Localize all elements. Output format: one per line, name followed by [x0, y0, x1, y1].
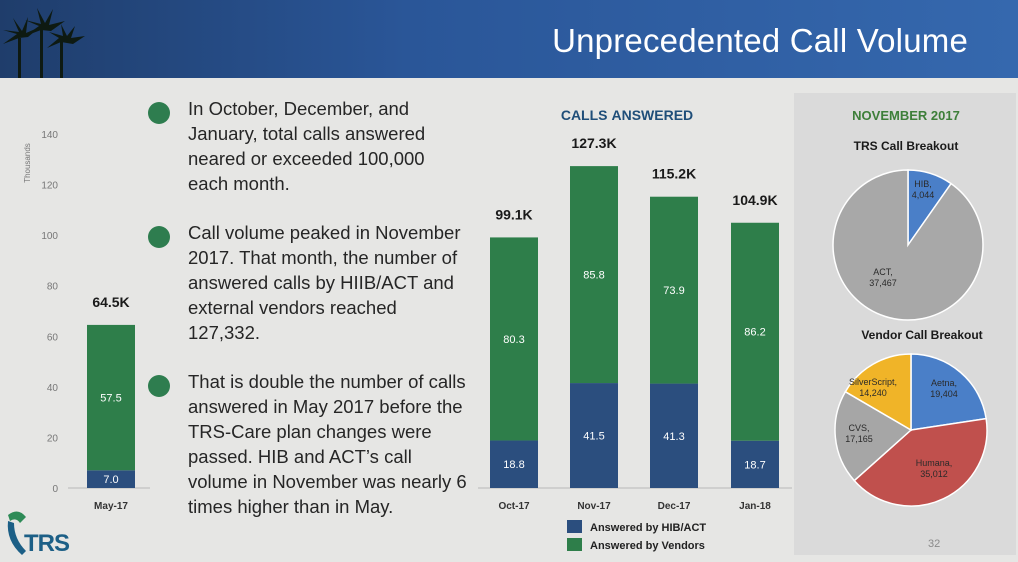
bar-segment: [87, 324, 135, 471]
bar-value-label: 57.5: [100, 393, 121, 405]
x-tick-label: May-17: [94, 501, 128, 512]
bar-segment: [731, 222, 779, 441]
pie-title: Vendor Call Breakout: [861, 328, 982, 342]
palm-trees-icon: [3, 8, 85, 78]
bar-total-label: 115.2K: [652, 166, 696, 182]
bar-segment: [650, 196, 698, 384]
x-tick-label: Jan-18: [739, 501, 771, 512]
y-tick-label: 140: [41, 130, 58, 141]
vendor-pie-slice: [844, 353, 912, 432]
y-tick-label: 0: [52, 484, 58, 495]
vendor-pie-slice: [910, 353, 987, 431]
pie-title: TRS Call Breakout: [854, 139, 959, 153]
bullet-item: In October, December, and January, total…: [148, 96, 468, 196]
bullet-dot-icon: [148, 102, 170, 124]
legend-swatch: [567, 520, 582, 533]
bar-segment: [731, 440, 779, 488]
vendor-pie-slice: [853, 417, 988, 507]
y-tick-label: 80: [47, 282, 59, 293]
bar-total-label: 104.9K: [732, 192, 777, 208]
bar-segment: [570, 166, 618, 384]
bar-value-label: 18.8: [503, 459, 524, 471]
bar-value-label: 7.0: [103, 474, 118, 486]
bar-segment: [570, 383, 618, 488]
vendor-pie-slice-name: Humana,: [916, 458, 953, 468]
bullet-dot-icon: [148, 375, 170, 397]
bar-value-label: 73.9: [663, 285, 684, 297]
vendor-pie-slice-value: 14,240: [859, 388, 887, 398]
x-tick-label: Oct-17: [498, 501, 530, 512]
vendor-pie-slice-name: Aetna,: [931, 378, 957, 388]
trs-pie-slice-value: 37,467: [869, 278, 897, 288]
bullet-item: That is double the number of calls answe…: [148, 369, 468, 519]
bar-value-label: 41.3: [663, 431, 684, 443]
slide-title: Unprecedented Call Volume: [552, 22, 968, 59]
logo-text: TRS: [24, 530, 70, 557]
bar-segment: [87, 470, 135, 488]
bar-segment: [490, 440, 538, 488]
trs-pie-slice-name: HIB,: [914, 179, 932, 189]
trs-pie-slice: [832, 169, 984, 321]
x-tick-label: Nov-17: [577, 501, 611, 512]
y-tick-label: 100: [41, 231, 58, 242]
legend-swatch: [567, 538, 582, 551]
bar-segment: [490, 237, 538, 441]
bar-value-label: 86.2: [744, 327, 765, 339]
y-tick-label: 20: [47, 433, 59, 444]
bullet-text: In October, December, and January, total…: [188, 98, 426, 194]
bullet-item: Call volume peaked in November 2017. Tha…: [148, 220, 468, 345]
bar-segment: [650, 383, 698, 488]
vendor-pie-slice-name: CVS,: [848, 423, 869, 433]
pie-section-title: NOVEMBER 2017: [852, 108, 960, 123]
vendor-pie-slice-name: SilverScript,: [849, 377, 897, 387]
bar-value-label: 18.7: [744, 459, 765, 471]
legend-label: Answered by HIB/ACT: [590, 522, 706, 534]
bullet-text: Call volume peaked in November 2017. Tha…: [188, 222, 461, 343]
vendor-pie-slice-value: 17,165: [845, 434, 873, 444]
y-tick-label: 40: [47, 383, 59, 394]
vendor-pie-slice: [834, 390, 913, 482]
bar-value-label: 85.8: [583, 270, 604, 282]
vendor-pie-slice-value: 35,012: [920, 469, 948, 479]
bullet-dot-icon: [148, 226, 170, 248]
bullet-text: That is double the number of calls answe…: [188, 371, 467, 517]
page-number: 32: [928, 538, 941, 550]
bar-value-label: 41.5: [583, 431, 604, 443]
bar-total-label: 64.5K: [92, 294, 129, 310]
vendor-pie-slice-value: 19,404: [930, 389, 958, 399]
bar-value-label: 80.3: [503, 334, 524, 346]
chart-title-word: ANSWERED: [612, 107, 694, 123]
bar-total-label: 99.1K: [495, 206, 532, 222]
legend-label: Answered by Vendors: [590, 540, 705, 552]
chart-title-word: CALLS: [561, 107, 608, 123]
y-tick-label: 60: [47, 332, 59, 343]
slide-header: Unprecedented Call Volume: [0, 0, 1018, 78]
chart-title: CALLS ANSWERED: [561, 107, 693, 123]
trs-pie-slice-name: ACT,: [873, 267, 893, 277]
y-tick-label: 120: [41, 181, 58, 192]
bar-total-label: 127.3K: [571, 135, 616, 151]
trs-logo-icon: [7, 511, 26, 555]
trs-pie-slice-value: 4,044: [912, 190, 935, 200]
y-axis-label: Thousands: [23, 143, 32, 183]
x-tick-label: Dec-17: [658, 501, 691, 512]
bullet-list: In October, December, and January, total…: [148, 96, 468, 543]
